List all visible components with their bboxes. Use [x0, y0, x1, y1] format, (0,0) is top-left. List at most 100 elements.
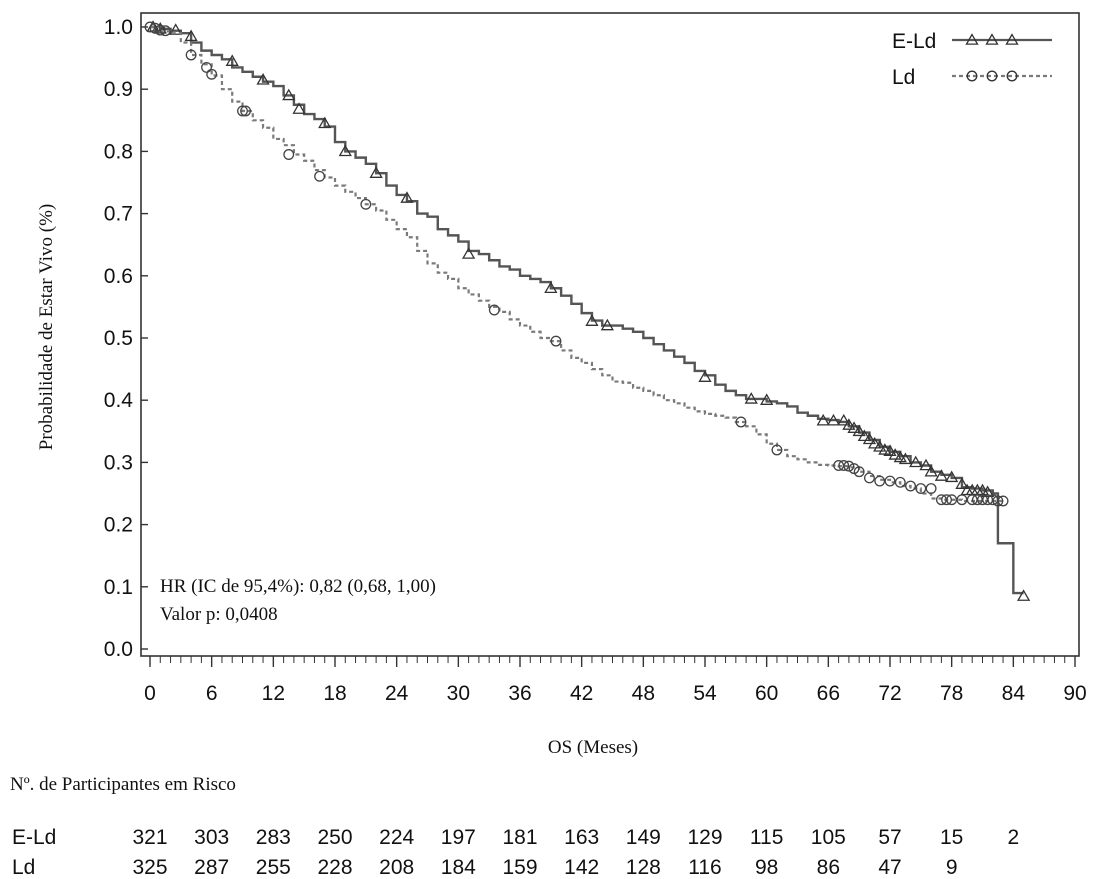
- at-risk-value: 283: [256, 826, 291, 849]
- legend-marker: [1006, 70, 1018, 82]
- y-tick-label: 1.0: [104, 16, 133, 39]
- x-tick-label: 24: [385, 682, 409, 705]
- at-risk-value: 184: [441, 856, 476, 879]
- censor-mark: [992, 495, 1004, 507]
- censor-mark: [919, 458, 933, 471]
- y-tick-label: 0.5: [104, 327, 133, 350]
- censor-mark: [873, 440, 887, 452]
- x-tick-label: 36: [508, 682, 531, 705]
- x-tick-label: 30: [447, 682, 470, 705]
- at-risk-value: 47: [878, 856, 901, 879]
- censor-mark: [206, 68, 218, 80]
- at-risk-value: 163: [564, 826, 599, 849]
- x-tick-label: 90: [1063, 682, 1086, 705]
- censor-mark: [888, 448, 902, 460]
- censor-mark: [282, 88, 296, 101]
- censor-mark: [338, 144, 352, 157]
- series-e-ld: [146, 20, 1031, 601]
- x-tick-label: 48: [632, 682, 655, 705]
- censor-mark: [935, 494, 947, 506]
- censor-mark: [874, 475, 886, 487]
- censor-mark: [924, 464, 938, 477]
- censor-mark: [744, 392, 758, 404]
- x-axis-label: OS (Meses): [548, 737, 638, 758]
- censor-mark: [225, 54, 239, 66]
- at-risk-value: 181: [502, 826, 537, 849]
- hazard-ratio-annotation: HR (IC de 95,4%): 0,82 (0,68, 1,00): [160, 576, 436, 597]
- y-axis: 0.0 0.1 0.2 0.3 0.4 0.5 0.6 0.7 0.8 0.9 1.0: [104, 16, 148, 661]
- x-tick-label: 54: [693, 682, 717, 705]
- censor-mark: [925, 483, 937, 494]
- censor-mark: [400, 191, 414, 203]
- censor-mark: [153, 22, 167, 34]
- censor-mark: [585, 314, 599, 326]
- at-risk-value: 197: [441, 826, 476, 849]
- censor-mark: [883, 444, 897, 456]
- censor-mark: [600, 318, 614, 331]
- censor-mark: [149, 22, 161, 34]
- censor-mark: [159, 25, 171, 37]
- censor-mark: [550, 335, 562, 347]
- plot-frame: [140, 12, 1080, 657]
- censor-mark: [997, 495, 1009, 507]
- censor-mark: [987, 494, 999, 506]
- at-risk-value: 321: [132, 826, 167, 849]
- legend-marker: [965, 33, 979, 45]
- at-risk-value: 287: [194, 856, 229, 879]
- censor-mark: [898, 452, 913, 465]
- censor-mark: [256, 73, 270, 85]
- censor-mark: [201, 61, 212, 73]
- censor-mark: [966, 494, 978, 506]
- legend-marker: [966, 70, 978, 82]
- censor-mark: [826, 413, 841, 426]
- x-tick-label: 0: [144, 682, 156, 705]
- legend-label-eld: E-Ld: [892, 30, 936, 53]
- at-risk-value: 149: [626, 826, 661, 849]
- at-risk-value: 228: [317, 856, 352, 879]
- censor-mark: [144, 21, 156, 33]
- censor-mark: [1016, 589, 1031, 601]
- censor-mark: [934, 469, 949, 481]
- censor-mark: [771, 444, 783, 456]
- censor-mark: [816, 413, 830, 426]
- censor-mark: [894, 476, 906, 488]
- censor-mark: [760, 393, 774, 405]
- y-tick-label: 0.3: [104, 451, 133, 474]
- at-risk-table: E-Ld 321 303 283 250 224 197 181 163 149 129 115 105…: [12, 826, 1019, 879]
- censor-mark: [847, 421, 861, 433]
- censor-mark: [184, 29, 198, 42]
- series-line: [150, 25, 1004, 503]
- censor-mark: [314, 170, 326, 182]
- at-risk-value: 208: [379, 856, 414, 879]
- censor-mark: [945, 470, 959, 483]
- censor-mark: [292, 102, 306, 114]
- y-tick-label: 0.6: [104, 265, 133, 288]
- at-risk-value: 159: [502, 856, 537, 879]
- censor-mark: [852, 424, 866, 437]
- censor-mark: [915, 483, 927, 494]
- series-line: [150, 25, 1024, 595]
- x-tick-label: 42: [570, 682, 593, 705]
- at-risk-row-label: E-Ld: [12, 826, 56, 849]
- at-risk-value: 98: [755, 856, 778, 879]
- censor-mark: [857, 429, 871, 442]
- censor-mark: [488, 304, 500, 316]
- censor-mark: [941, 494, 952, 506]
- y-tick-label: 0.8: [104, 140, 133, 163]
- y-axis-label: Probabilidade de Estar Vivo (%): [36, 204, 57, 451]
- x-tick-label: 78: [940, 682, 963, 705]
- x-tick-label: 6: [206, 682, 218, 705]
- censor-mark: [154, 24, 166, 36]
- censor-mark: [544, 281, 558, 294]
- at-risk-value: 115: [750, 826, 783, 849]
- at-risk-value: 15: [940, 826, 963, 849]
- x-tick-label: 18: [323, 682, 346, 705]
- censor-mark: [909, 455, 923, 468]
- censor-mark: [318, 116, 332, 129]
- censor-mark: [240, 105, 252, 117]
- censor-mark: [982, 494, 994, 506]
- censor-mark: [971, 494, 983, 506]
- censor-mark: [884, 475, 896, 487]
- at-risk-value: 9: [946, 856, 958, 879]
- censor-mark: [369, 166, 383, 178]
